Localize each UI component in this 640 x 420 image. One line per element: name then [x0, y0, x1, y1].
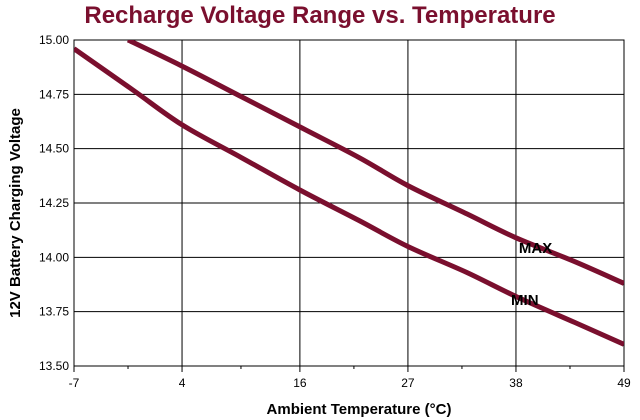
y-tick-label: 13.50	[39, 359, 69, 373]
tick-labels: 13.50 13.75 14.00 14.25 14.50 14.75 15.00 -7 4 16…	[39, 33, 631, 390]
x-tick-label: 4	[179, 376, 186, 390]
series-label-min: MIN	[511, 292, 539, 309]
y-axis-title: 12V Battery Charging Voltage	[7, 108, 24, 318]
series-labels: MAX MIN	[511, 240, 552, 309]
x-tick-label: 49	[617, 376, 631, 390]
x-axis-title: Ambient Temperature (°C)	[267, 401, 452, 418]
chart-title: Recharge Voltage Range vs. Temperature	[84, 2, 556, 29]
y-tick-label: 14.25	[39, 196, 69, 210]
series-lines	[74, 40, 624, 347]
y-tick-label: 14.00	[39, 250, 69, 264]
plot-frame	[73, 39, 625, 367]
x-tick-label: 16	[293, 376, 307, 390]
y-tick-label: 13.75	[39, 305, 69, 319]
y-tick-label: 14.75	[39, 87, 69, 101]
grid-lines	[73, 39, 625, 372]
series-label-max: MAX	[519, 240, 552, 257]
x-tick-label: 27	[401, 376, 415, 390]
x-tick-label: 38	[509, 376, 523, 390]
x-tick-label: -7	[69, 376, 80, 390]
y-tick-label: 15.00	[39, 33, 69, 47]
series-line-min	[74, 46, 624, 347]
series-line-max	[126, 40, 624, 286]
y-tick-label: 14.50	[39, 142, 69, 156]
